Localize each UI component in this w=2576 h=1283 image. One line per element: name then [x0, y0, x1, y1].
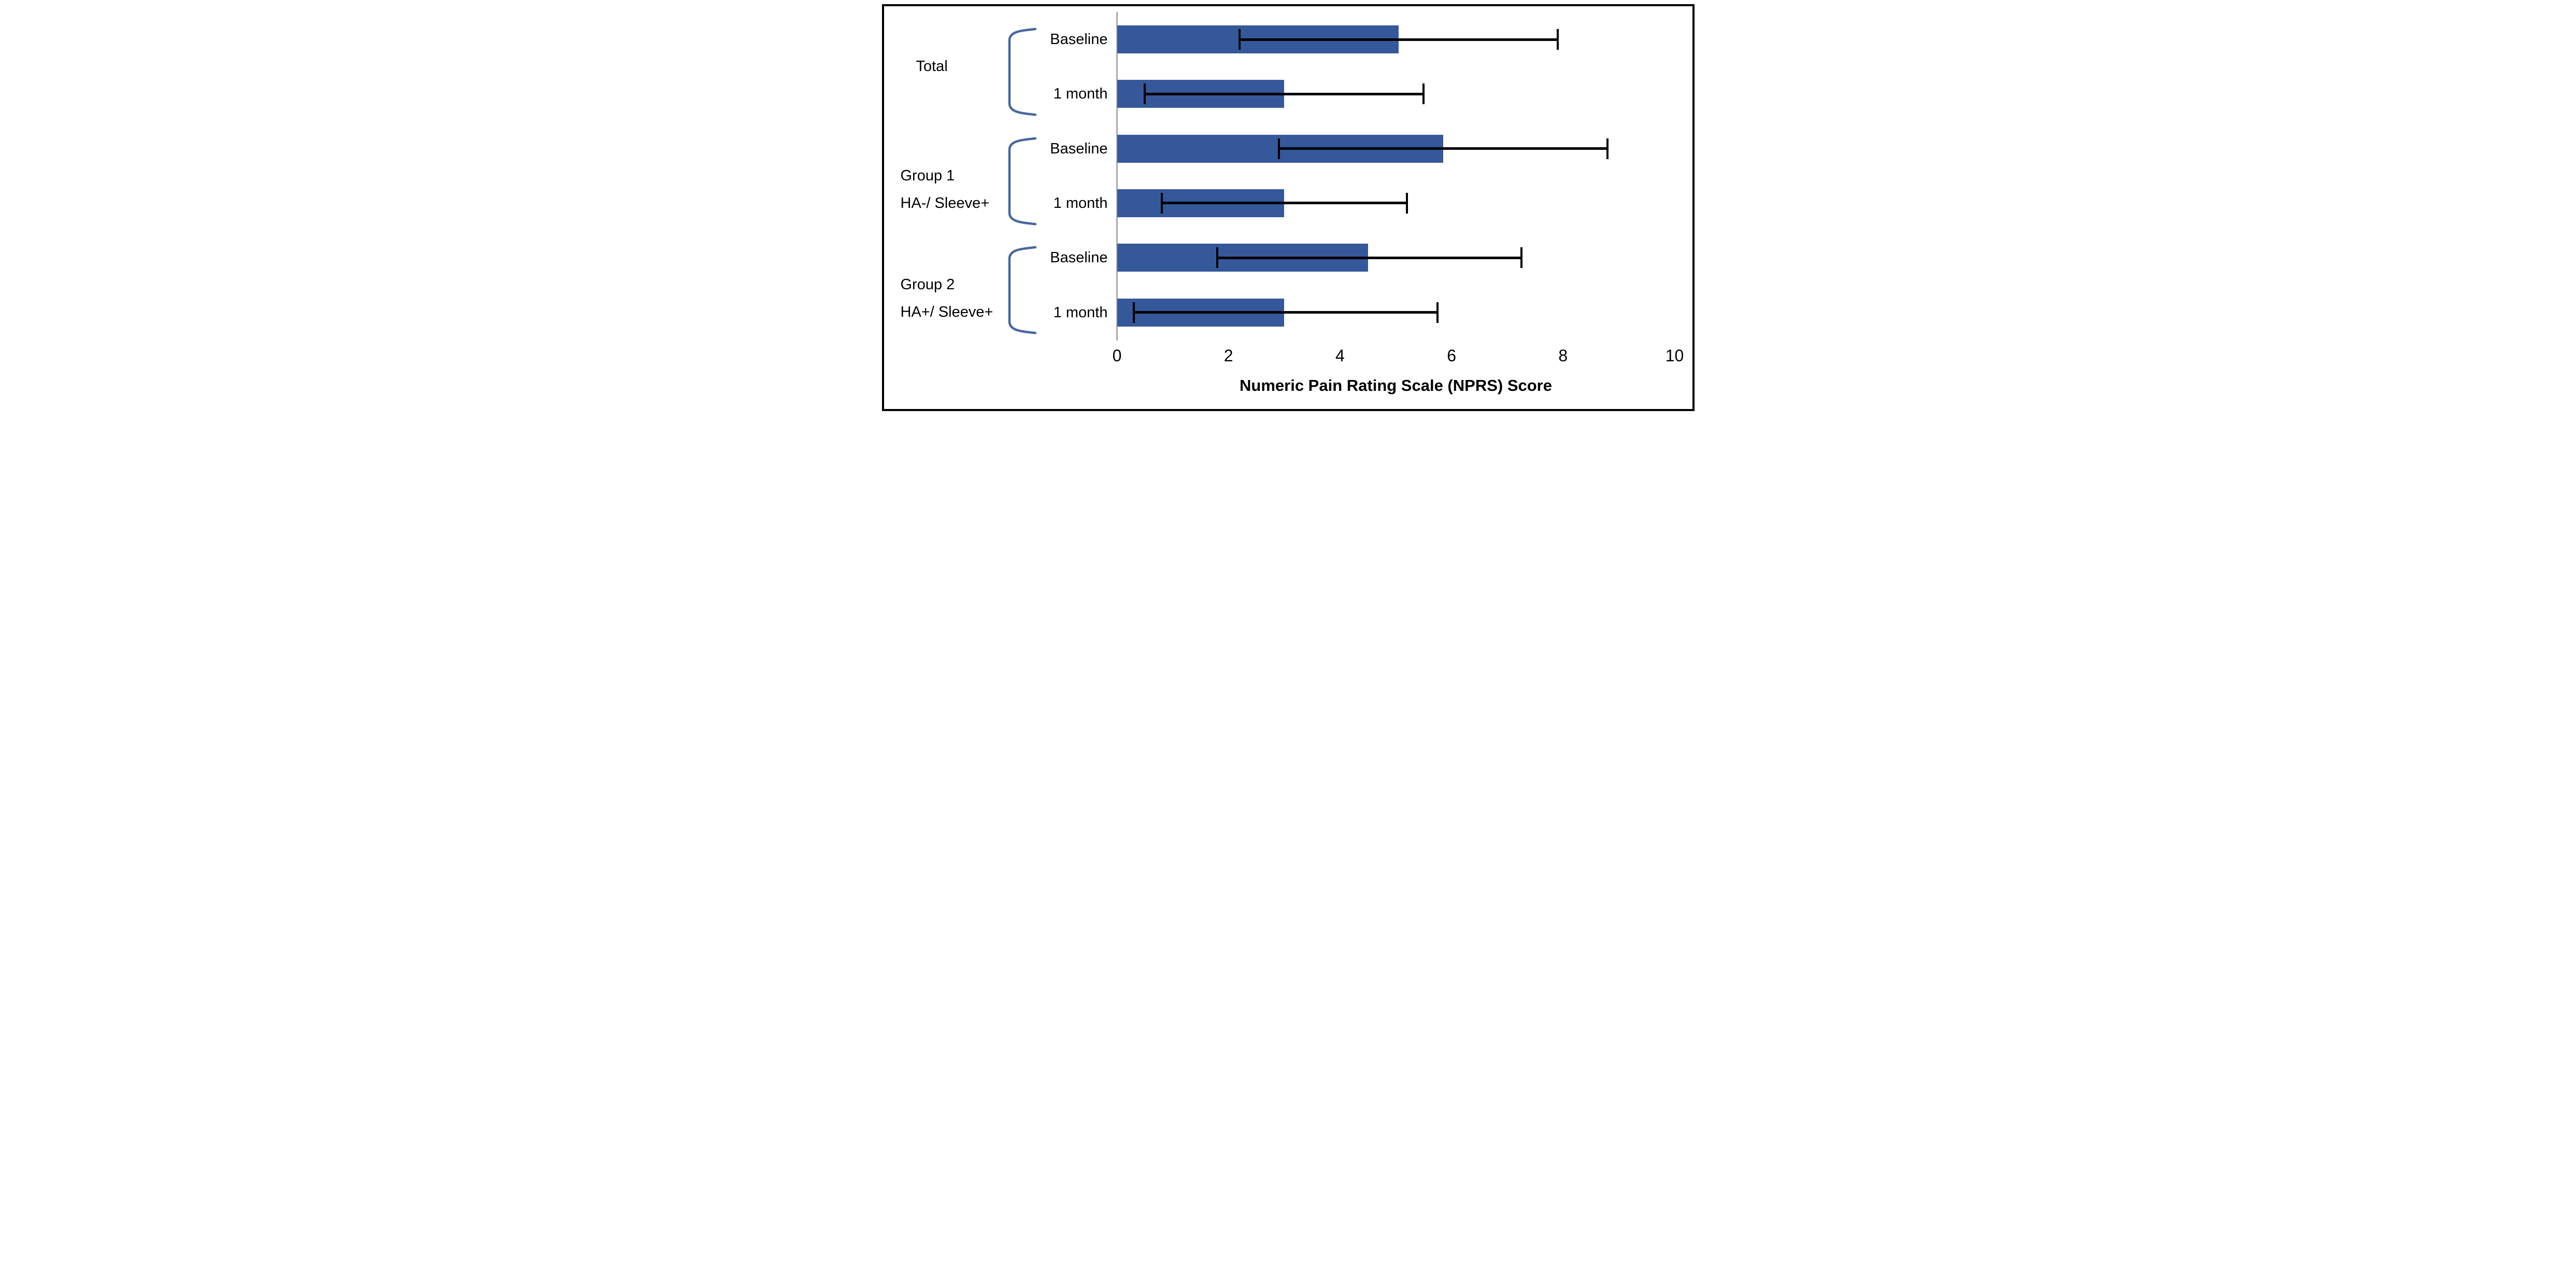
error-bar-cap-low: [1132, 302, 1135, 323]
error-bar-line: [1278, 147, 1608, 150]
error-bar-cap-low: [1144, 83, 1146, 105]
condition-label-total-1-month: 1 month: [1053, 86, 1108, 103]
condition-label-group-1-ha-sleeve-1-month: 1 month: [1053, 194, 1108, 212]
group-label-group-1: Group 1 HA-/ Sleeve+: [901, 162, 990, 217]
error-bar-cap-low: [1239, 29, 1241, 50]
error-bar-line: [1133, 311, 1438, 314]
zero-axis-line: [1116, 12, 1118, 341]
condition-label-group-2-ha-sleeve-baseline: Baseline: [1050, 249, 1108, 266]
error-bar-total-1-month: [1144, 83, 1425, 105]
error-bar-cap-high: [1436, 302, 1439, 323]
bracket-path: [1008, 27, 1036, 116]
error-bar-cap-high: [1406, 192, 1408, 214]
error-bar-group-1-ha-sleeve-1-month: [1160, 192, 1408, 214]
error-bar-cap-low: [1277, 138, 1280, 159]
error-bar-line: [1240, 38, 1558, 41]
error-bar-group-2-ha-sleeve-baseline: [1216, 247, 1522, 269]
x-tick-10: 10: [1665, 346, 1684, 365]
error-bar-cap-low: [1216, 247, 1219, 269]
group-bracket-group-2: [1008, 246, 1036, 334]
group-label-line: HA+/ Sleeve+: [900, 304, 993, 321]
error-bar-total-baseline: [1239, 29, 1559, 50]
group-label-line: Group 2: [900, 276, 955, 293]
nprs-bar-chart: Baseline 1 month Total Baseline 1 month Group…: [881, 4, 1695, 411]
error-bar-cap-high: [1422, 83, 1425, 105]
error-bar-cap-high: [1520, 247, 1522, 269]
x-tick-8: 8: [1558, 346, 1568, 365]
bracket-path: [1008, 137, 1036, 225]
bracket-path: [1008, 246, 1036, 334]
error-bar-line: [1145, 92, 1424, 95]
x-tick-0: 0: [1112, 346, 1122, 365]
group-bracket-group-1: [1008, 137, 1036, 225]
group-bracket-total: [1008, 27, 1036, 116]
error-bar-cap-low: [1160, 192, 1163, 214]
x-tick-6: 6: [1447, 346, 1456, 365]
error-bar-cap-high: [1606, 138, 1609, 159]
error-bar-line: [1161, 202, 1407, 205]
group-label-line: Total: [916, 58, 948, 75]
group-label-total: Total: [916, 53, 948, 80]
condition-label-group-2-ha-sleeve-1-month: 1 month: [1053, 304, 1108, 321]
error-bar-group-1-ha-sleeve-baseline: [1277, 138, 1609, 159]
group-label-line: Group 1: [900, 167, 955, 184]
x-axis-title: Numeric Pain Rating Scale (NPRS) Score: [1240, 376, 1552, 394]
group-label-group-2: Group 2 HA+/ Sleeve+: [901, 271, 993, 326]
error-bar-line: [1217, 256, 1521, 259]
error-bar-cap-high: [1556, 29, 1559, 50]
error-bar-group-2-ha-sleeve-1-month: [1132, 302, 1439, 323]
group-label-line: HA-/ Sleeve+: [900, 194, 990, 212]
condition-label-group-1-ha-sleeve-baseline: Baseline: [1050, 140, 1108, 157]
x-tick-4: 4: [1335, 346, 1345, 365]
x-tick-2: 2: [1223, 346, 1233, 365]
condition-label-total-baseline: Baseline: [1050, 31, 1108, 48]
